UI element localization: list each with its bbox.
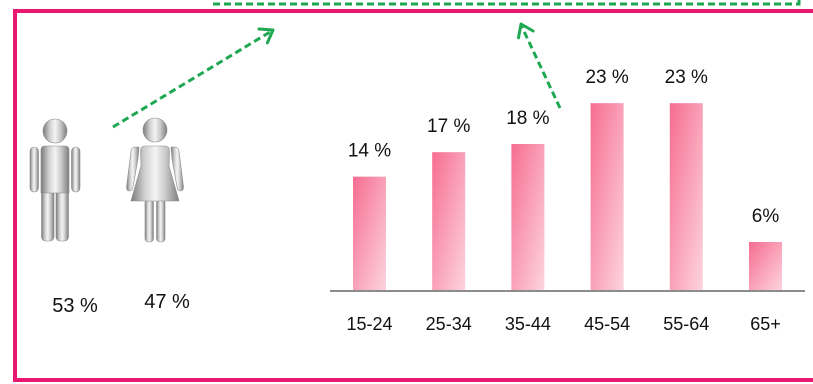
bar-25-34 xyxy=(432,152,466,291)
category-label-35-44: 35-44 xyxy=(505,314,551,334)
bar-55-64 xyxy=(669,103,703,292)
male-icon-right-arm xyxy=(71,146,81,193)
data-label-65-plus: 6% xyxy=(752,206,780,227)
male-icon-left-arm xyxy=(29,146,39,193)
data-label-25-34: 17 % xyxy=(427,116,470,137)
category-label-25-34: 25-34 xyxy=(426,314,472,334)
data-label-45-54: 23 % xyxy=(585,67,628,88)
bar-35-44 xyxy=(511,144,545,291)
arrow-gender-to-top xyxy=(112,27,275,129)
female-percentage: 47 % xyxy=(144,291,190,313)
arrow-age-to-top xyxy=(517,22,562,109)
frame-border xyxy=(13,9,813,382)
category-label-55-64: 55-64 xyxy=(663,314,709,334)
male-icon xyxy=(29,118,81,242)
female-icon-right-arm xyxy=(170,146,184,192)
male-percentage: 53 % xyxy=(52,295,98,317)
bar-45-54 xyxy=(590,103,624,292)
male-icon-right-leg xyxy=(55,188,69,242)
category-labels: 15-24 25-34 35-44 45-54 55-64 65+ xyxy=(346,314,780,334)
data-labels: 14 % 17 % 18 % 23 % 23 % 6% xyxy=(348,67,779,227)
data-label-35-44: 18 % xyxy=(506,108,549,129)
female-icon-left-leg xyxy=(144,198,154,243)
arrow-head xyxy=(517,22,535,40)
female-icon-dress xyxy=(130,145,180,202)
female-icon-head xyxy=(142,117,168,143)
male-icon-head xyxy=(42,118,68,144)
category-label-45-54: 45-54 xyxy=(584,314,630,334)
age-bar-chart: 14 % 17 % 18 % 23 % 23 % 6% 15-24 25-34 35-44 45… xyxy=(330,67,805,334)
data-label-55-64: 23 % xyxy=(665,67,708,88)
bar-65-plus xyxy=(749,242,782,291)
arrow-shaft xyxy=(520,26,562,109)
arrow-shaft xyxy=(112,30,271,129)
category-label-65-plus: 65+ xyxy=(750,314,781,334)
female-icon xyxy=(126,117,184,243)
bar-15-24 xyxy=(353,176,386,291)
arrow-head xyxy=(257,27,275,45)
dashed-callout-box xyxy=(213,0,801,6)
category-label-15-24: 15-24 xyxy=(346,314,392,334)
male-icon-torso xyxy=(40,145,70,194)
female-icon-right-leg xyxy=(156,198,166,243)
female-icon-left-arm xyxy=(126,146,140,192)
male-icon-left-leg xyxy=(41,188,55,242)
bars xyxy=(353,103,782,292)
data-label-15-24: 14 % xyxy=(348,141,391,162)
